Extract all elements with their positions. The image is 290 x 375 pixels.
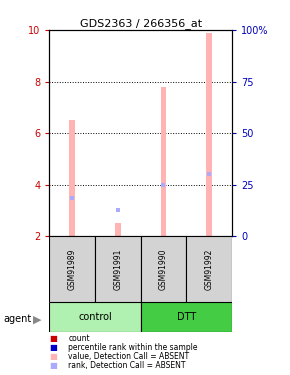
Bar: [69, 120, 75, 236]
Text: DTT: DTT: [177, 312, 196, 322]
Bar: [49, 302, 141, 332]
Bar: [95, 236, 141, 302]
Text: ▶: ▶: [33, 315, 42, 324]
Bar: [49, 236, 95, 302]
Title: GDS2363 / 266356_at: GDS2363 / 266356_at: [79, 18, 202, 29]
Text: agent: agent: [3, 315, 31, 324]
Text: ■: ■: [49, 352, 57, 361]
Bar: [141, 236, 186, 302]
Text: GSM91992: GSM91992: [205, 248, 214, 290]
Text: control: control: [78, 312, 112, 322]
Text: value, Detection Call = ABSENT: value, Detection Call = ABSENT: [68, 352, 189, 361]
Bar: [186, 236, 232, 302]
Bar: [115, 224, 121, 236]
Text: ■: ■: [49, 334, 57, 343]
Text: ■: ■: [49, 343, 57, 352]
Bar: [141, 302, 232, 332]
Text: percentile rank within the sample: percentile rank within the sample: [68, 343, 198, 352]
Text: ■: ■: [49, 361, 57, 370]
Text: GSM91990: GSM91990: [159, 248, 168, 290]
Text: GSM91991: GSM91991: [113, 248, 122, 290]
Bar: [206, 33, 212, 236]
Text: rank, Detection Call = ABSENT: rank, Detection Call = ABSENT: [68, 361, 186, 370]
Text: count: count: [68, 334, 90, 343]
Bar: [161, 87, 166, 236]
Text: GSM91989: GSM91989: [68, 248, 77, 290]
